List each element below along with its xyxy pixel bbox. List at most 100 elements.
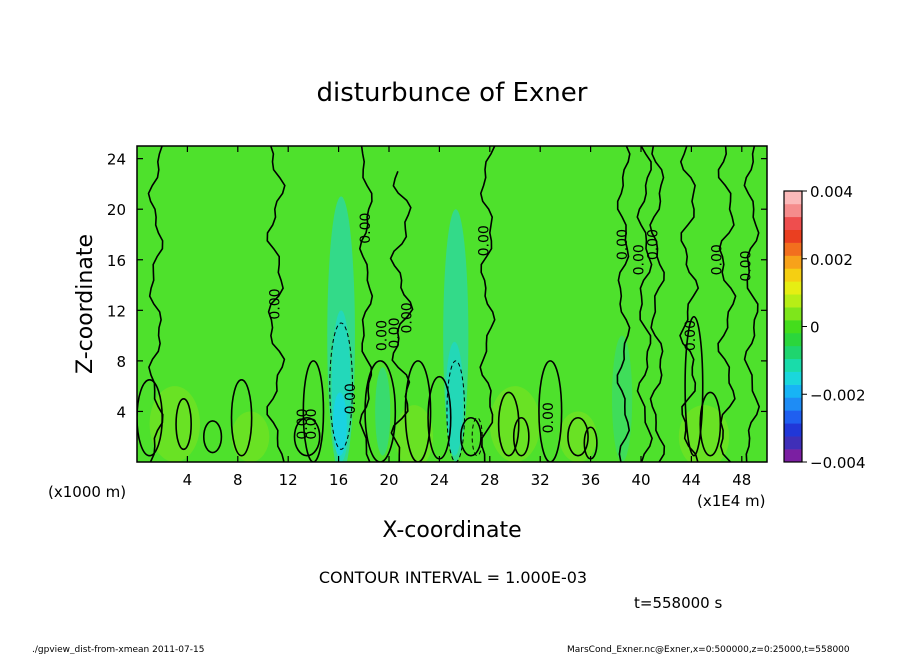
contour-label: 0.00 bbox=[358, 213, 374, 244]
contour-label: 0.00 bbox=[267, 288, 283, 319]
x-tick-label: 36 bbox=[581, 471, 600, 489]
contour-line bbox=[679, 146, 700, 462]
footer-left: ./gpview_dist-from-xmean 2011-07-15 bbox=[32, 645, 204, 654]
contour-label: 0.00 bbox=[295, 409, 311, 440]
x-tick-label: 24 bbox=[430, 471, 449, 489]
colorbar-swatch bbox=[784, 384, 802, 398]
x-tick-label: 28 bbox=[480, 471, 499, 489]
field-blob bbox=[612, 335, 633, 462]
contour-label: 0.00 bbox=[645, 229, 661, 260]
colorbar-swatch bbox=[784, 371, 802, 385]
field-blob bbox=[559, 411, 597, 462]
colorbar-swatch bbox=[784, 268, 802, 282]
colorbar bbox=[783, 190, 803, 463]
contour-line bbox=[616, 146, 631, 462]
colorbar-tick-label: −0.004 bbox=[810, 454, 866, 472]
field-blob bbox=[149, 386, 200, 462]
colorbar-swatch bbox=[784, 255, 802, 269]
contour-lines bbox=[137, 146, 761, 462]
colorbar-swatch bbox=[784, 397, 802, 411]
contour-label: 0.00 bbox=[343, 383, 359, 414]
colorbar-swatch bbox=[784, 242, 802, 256]
contour-line bbox=[147, 146, 164, 462]
colorbar-swatch bbox=[784, 436, 802, 450]
contour-label: 0.00 bbox=[541, 402, 557, 433]
contour-loop bbox=[538, 360, 563, 462]
field-blob bbox=[375, 367, 391, 456]
x-tick-label: 8 bbox=[233, 471, 243, 489]
colorbar-tick-label: 0.004 bbox=[810, 183, 853, 201]
colorbar-tick-labels: 0.004 0.002 0 −0.002 −0.004 bbox=[802, 183, 866, 472]
colorbar-swatch bbox=[784, 320, 802, 334]
colorbar-swatch bbox=[784, 345, 802, 360]
x-axis-ticks: 4 8 12 16 20 24 28 32 36 40 44 48 bbox=[183, 146, 751, 489]
colorbar-tick-label: −0.002 bbox=[810, 386, 866, 404]
x-unit-label: (x1E4 m) bbox=[697, 492, 766, 510]
colorbar-swatch bbox=[784, 423, 802, 437]
colorbar-swatch bbox=[784, 449, 802, 463]
chart-title: disturbunce of Exner bbox=[317, 78, 588, 108]
contour-line bbox=[636, 146, 653, 462]
contour-labels: 0.000.000.000.000.00 0.00 0.000.000.000.00… bbox=[267, 213, 754, 440]
y-tick-label: 4 bbox=[116, 403, 126, 421]
contour-line bbox=[717, 146, 737, 462]
contour-label: 0.00 bbox=[632, 244, 648, 275]
y-axis-ticks: 4 8 12 16 20 24 bbox=[107, 151, 767, 421]
x-tick-label: 32 bbox=[531, 471, 550, 489]
contour-loop bbox=[404, 360, 432, 462]
contour-loop bbox=[364, 360, 397, 462]
contour-line bbox=[266, 146, 286, 462]
contour-loop bbox=[293, 416, 321, 457]
contour-loop bbox=[175, 397, 192, 451]
y-axis-label: Z-coordinate bbox=[73, 234, 98, 374]
contour-loop bbox=[202, 420, 223, 454]
contour-label: 0.00 bbox=[739, 251, 755, 282]
contour-loop bbox=[684, 315, 704, 457]
footer-right: MarsCond_Exner.nc@Exner,x=0:500000,z=0:2… bbox=[567, 645, 850, 654]
x-tick-label: 12 bbox=[279, 471, 298, 489]
x-tick-label: 4 bbox=[183, 471, 193, 489]
contour-line bbox=[743, 146, 761, 462]
colorbar-swatch bbox=[784, 358, 802, 372]
colorbar-swatch bbox=[784, 191, 802, 205]
colorbar-swatch bbox=[784, 281, 802, 295]
y-unit-label: (x1000 m) bbox=[48, 483, 126, 501]
field-blob bbox=[332, 392, 347, 456]
colorbar-tick-label: 0 bbox=[810, 319, 820, 337]
x-tick-label: 20 bbox=[379, 471, 398, 489]
contour-loop bbox=[699, 391, 722, 457]
x-tick-label: 48 bbox=[732, 471, 751, 489]
colorbar-swatch bbox=[784, 410, 802, 424]
contour-label: 0.00 bbox=[387, 318, 403, 349]
y-tick-label: 24 bbox=[107, 151, 126, 169]
plot-frame bbox=[136, 145, 768, 463]
contour-loop bbox=[460, 416, 482, 457]
contour-line bbox=[649, 146, 666, 462]
x-tick-label: 40 bbox=[631, 471, 650, 489]
x-tick-label: 44 bbox=[682, 471, 701, 489]
contour-loop bbox=[137, 379, 163, 457]
time-label: t=558000 s bbox=[634, 594, 722, 612]
contour-negative bbox=[329, 322, 353, 450]
contour-loop bbox=[497, 391, 520, 457]
colorbar-tick-label: 0.002 bbox=[810, 251, 853, 269]
contour-line bbox=[479, 146, 496, 462]
contour-interval-label: CONTOUR INTERVAL = 1.000E-03 bbox=[319, 568, 587, 587]
contour-loop bbox=[302, 360, 325, 462]
contour-label: 0.00 bbox=[477, 225, 493, 256]
contour-negative bbox=[471, 417, 483, 457]
contour-label: 0.00 bbox=[375, 320, 391, 351]
colorbar-swatch bbox=[784, 307, 802, 321]
contour-loop bbox=[230, 379, 253, 457]
contour-negative bbox=[446, 360, 466, 462]
y-tick-label: 12 bbox=[107, 302, 126, 320]
colorbar-swatch bbox=[784, 294, 802, 308]
x-axis-label: X-coordinate bbox=[382, 518, 521, 543]
contour-loop bbox=[567, 416, 589, 457]
colorbar-swatch bbox=[784, 332, 802, 347]
contour-label: 0.00 bbox=[304, 409, 320, 440]
y-tick-label: 20 bbox=[107, 201, 126, 219]
x-tick-label: 16 bbox=[329, 471, 348, 489]
plot-area: 0.000.000.000.000.00 0.00 0.000.000.000.00… bbox=[136, 145, 768, 463]
